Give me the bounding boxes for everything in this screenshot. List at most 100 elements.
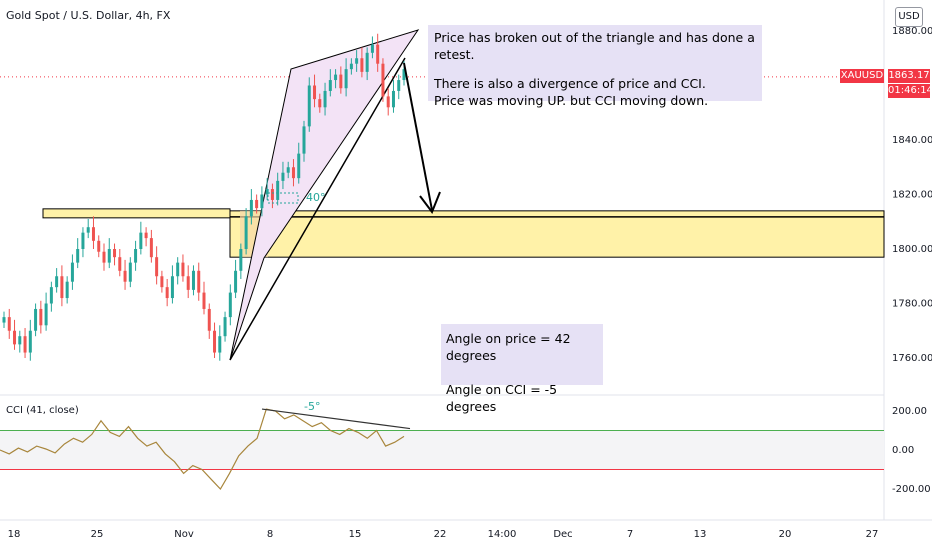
candle-body <box>255 199 259 209</box>
candle-body <box>76 249 80 263</box>
price-tick-label: 1880.00 <box>892 26 932 37</box>
candle-body <box>139 232 143 249</box>
candle-body <box>118 257 122 271</box>
cci-tick-label: -200.00 <box>892 484 931 495</box>
chart-title: Gold Spot / U.S. Dollar, 4h, FX <box>6 9 171 22</box>
cci-line <box>0 408 405 490</box>
candle-body <box>291 167 295 179</box>
cci-tick-label: 200.00 <box>892 406 927 417</box>
support-zone-left <box>42 208 231 219</box>
cci-pane <box>0 408 884 490</box>
candle-body <box>70 262 74 282</box>
candle-body <box>239 249 243 271</box>
time-tick-label: 7 <box>627 529 633 540</box>
candle-body <box>107 249 111 263</box>
candle-body <box>44 303 48 326</box>
candle-body <box>397 80 401 91</box>
candle-body <box>91 227 95 241</box>
currency-button[interactable]: USD <box>895 7 923 27</box>
indicator-title: CCI (41, close) <box>6 405 79 416</box>
candle-body <box>144 232 148 239</box>
arrow-head <box>419 191 441 215</box>
candle-body <box>270 189 274 200</box>
candle-body <box>339 74 343 89</box>
candle-body <box>49 287 53 304</box>
candles-layer <box>2 33 406 361</box>
candle-body <box>344 69 348 89</box>
candle-body <box>202 292 206 309</box>
candle-body <box>134 249 138 263</box>
candle-body <box>113 249 117 258</box>
note-line: Price has broken out of the triangle and… <box>434 30 755 62</box>
candle-body <box>218 336 222 353</box>
candle-body <box>149 238 153 258</box>
cci-band <box>0 430 884 470</box>
candle-body <box>328 80 332 91</box>
price-tick-label: 1780.00 <box>892 299 932 310</box>
candle-body <box>307 85 311 127</box>
time-tick-label: 13 <box>694 529 707 540</box>
time-tick-label: 20 <box>779 529 792 540</box>
time-tick-label: 15 <box>349 529 362 540</box>
candle-body <box>249 199 253 217</box>
angle-note[interactable]: Angle on price = 42 degrees Angle on CCI… <box>441 324 603 414</box>
cci-tick-label: 0.00 <box>892 445 914 456</box>
candle-body <box>165 287 169 299</box>
price-tick-label: 1840.00 <box>892 135 932 146</box>
candle-body <box>181 262 185 277</box>
candle-body <box>170 276 174 299</box>
cci-divergence-line <box>261 408 411 430</box>
candle-body <box>7 317 11 331</box>
countdown-badge: 01:46:14 <box>888 84 932 98</box>
candle-body <box>228 292 232 318</box>
candle-body <box>276 180 280 200</box>
candle-body <box>123 270 127 282</box>
price-tick-label: 1800.00 <box>892 244 932 255</box>
candle-body <box>97 240 101 252</box>
candle-body <box>381 63 385 97</box>
time-tick-label: 14:00 <box>488 529 517 540</box>
time-tick-label: 25 <box>91 529 104 540</box>
candle-body <box>223 317 227 337</box>
candle-body <box>191 270 195 290</box>
candle-body <box>318 99 322 108</box>
support-zone-layer <box>42 208 885 258</box>
candle-body <box>213 330 217 353</box>
price-tick-label: 1760.00 <box>892 353 932 364</box>
candle-body <box>376 44 380 64</box>
candle-body <box>286 167 290 173</box>
candle-body <box>39 308 43 326</box>
candle-body <box>128 262 132 282</box>
symbol-badge: XAUUSD <box>840 69 884 83</box>
analysis-note[interactable]: Price has broken out of the triangle and… <box>428 25 762 108</box>
candle-body <box>23 336 27 353</box>
candle-body <box>244 216 248 249</box>
angle-line: Angle on CCI = -5 degrees <box>446 382 558 414</box>
candle-body <box>260 194 264 209</box>
time-tick-label: Nov <box>174 529 194 540</box>
candle-body <box>18 336 22 345</box>
candle-body <box>355 58 359 64</box>
candle-body <box>81 232 85 249</box>
candle-body <box>386 96 390 108</box>
candle-body <box>13 330 17 345</box>
candle-body <box>197 270 201 293</box>
candle-body <box>2 317 6 323</box>
candle-body <box>207 308 211 331</box>
candle-body <box>360 58 364 72</box>
candle-body <box>28 330 32 353</box>
candle-body <box>160 276 164 288</box>
note-line: There is also a divergence of price and … <box>434 76 706 91</box>
cci-angle-label: -5° <box>304 400 321 413</box>
candle-body <box>102 251 106 263</box>
time-tick-label: 8 <box>267 529 273 540</box>
wedge-lower-trendline <box>229 57 406 361</box>
candle-body <box>55 276 59 288</box>
candle-body <box>186 276 190 290</box>
price-tick-label: 1820.00 <box>892 190 932 201</box>
drawings-layer <box>267 62 441 215</box>
candle-body <box>323 90 327 108</box>
candle-body <box>265 189 269 195</box>
candle-body <box>302 126 306 154</box>
